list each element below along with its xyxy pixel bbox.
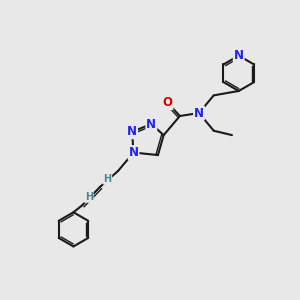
- Text: N: N: [146, 118, 156, 130]
- Text: H: H: [103, 174, 111, 184]
- Text: N: N: [194, 106, 204, 119]
- Text: H: H: [85, 192, 93, 202]
- Text: N: N: [128, 146, 139, 159]
- Text: N: N: [234, 49, 244, 62]
- Text: O: O: [163, 96, 172, 109]
- Text: N: N: [127, 125, 137, 138]
